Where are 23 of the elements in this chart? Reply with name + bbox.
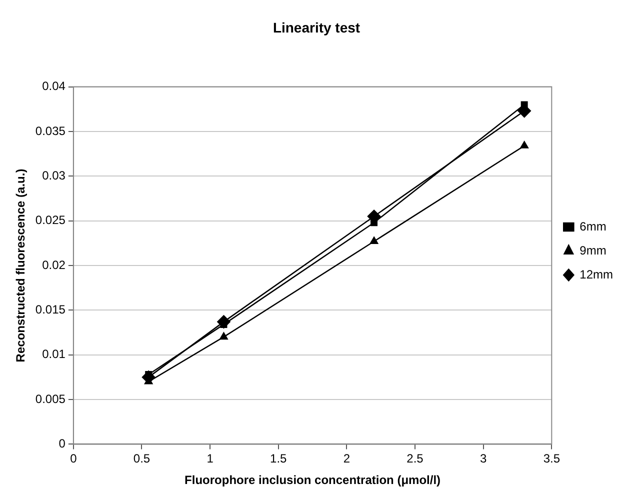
y-tick-label: 0.035 (35, 124, 66, 138)
x-tick-label: 2.5 (406, 452, 424, 466)
x-tick-label: 2 (343, 452, 350, 466)
x-tick-label: 0 (70, 452, 78, 466)
y-tick-label: 0.03 (42, 168, 66, 182)
legend-label: 12mm (580, 267, 614, 282)
x-axis-title: Fluorophore inclusion concentration (μmol/l) (184, 473, 441, 488)
x-tick-label: 3 (480, 452, 487, 466)
y-tick-label: 0.04 (42, 79, 66, 94)
legend-label: 9mm (580, 243, 606, 258)
x-tick-label: 0.5 (133, 452, 150, 466)
y-tick-label: 0.005 (35, 392, 66, 406)
x-tick-label: 3.5 (543, 452, 560, 466)
y-tick-label: 0 (58, 436, 66, 451)
x-tick-label: 1 (206, 452, 214, 466)
y-tick-label: 0.02 (42, 258, 66, 272)
x-tick-label: 1.5 (270, 452, 288, 466)
y-tick-label: 0.015 (35, 302, 66, 316)
chart-title: Linearity test (272, 19, 360, 36)
y-tick-label: 0.025 (35, 213, 66, 228)
y-axis-title: Reconstructed fluorescence (a.u.) (14, 168, 28, 362)
legend-label: 6mm (580, 219, 606, 234)
y-tick-label: 0.01 (42, 347, 66, 362)
